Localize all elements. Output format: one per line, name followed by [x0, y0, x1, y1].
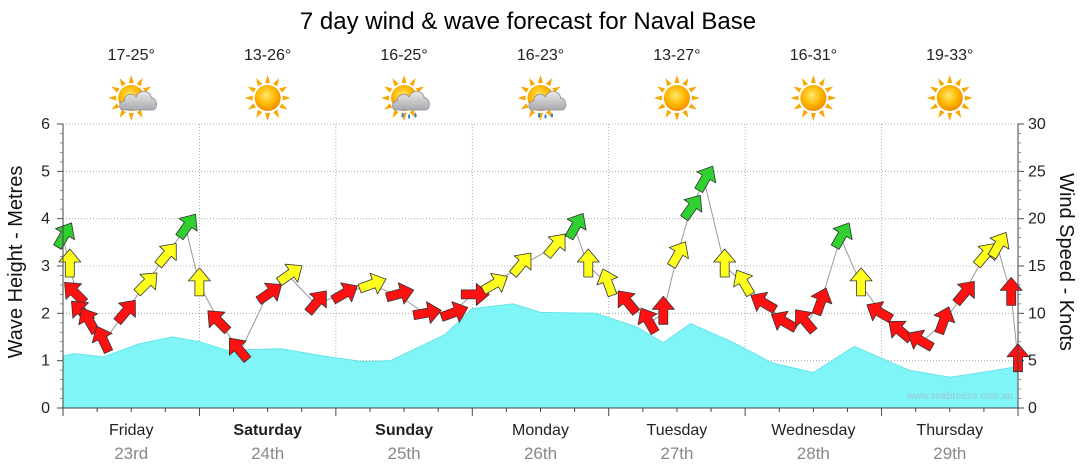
wind-arrow: [907, 329, 935, 352]
right-axis-title: Wind Speed - Knots: [1055, 173, 1077, 351]
wind-arrow: [276, 263, 303, 286]
wind-arrow: [795, 309, 818, 335]
wind-arrow: [357, 272, 387, 295]
wind-arrow: [866, 301, 894, 324]
day-date: 27th: [660, 444, 693, 463]
wind-arrow: [999, 276, 1023, 306]
wind-arrow: [330, 282, 358, 305]
daily-forecast-header: 17-25° 13-26° 16-25° 16-23° 13-27° 16-31° 19-3…: [108, 47, 973, 121]
wind-arrow: [733, 269, 755, 298]
axes: 0 1 2 3 4 5 6 0 5 10 15 20 25 30 Friday 23rd Saturday 24t…: [41, 116, 1046, 463]
wind-arrow: [933, 306, 956, 336]
wind-arrow: [53, 222, 75, 250]
right-tick-label: 15: [1028, 258, 1046, 275]
day-name: Sunday: [375, 422, 433, 439]
wind-arrow: [133, 272, 158, 297]
wind-arrow: [229, 337, 252, 363]
wind-arrow: [952, 280, 975, 307]
wave-height-area: [62, 303, 1019, 409]
temperature-range: 13-26°: [244, 47, 291, 64]
credit-text: www.seabreeze.com.au: [906, 391, 1013, 402]
day-name: Saturday: [233, 422, 302, 439]
right-tick-label: 25: [1028, 163, 1046, 180]
temperature-range: 16-23°: [517, 47, 564, 64]
wind-arrow: [91, 325, 114, 354]
wind-arrow: [207, 310, 232, 335]
left-tick-label: 3: [41, 258, 50, 275]
wind-arrow: [637, 307, 660, 335]
wind-arrow: [58, 248, 82, 278]
wind-arrows: [53, 165, 1030, 373]
wind-arrow: [617, 290, 641, 316]
right-tick-label: 10: [1028, 305, 1046, 322]
temperature-range: 16-25°: [380, 47, 427, 64]
left-tick-label: 0: [41, 400, 50, 417]
left-tick-label: 4: [41, 211, 50, 228]
wind-arrow: [830, 222, 853, 250]
temperature-range: 16-31°: [790, 47, 837, 64]
left-axis-title: Wave Height - Metres: [5, 166, 27, 359]
wind-arrow: [543, 233, 566, 259]
wind-arrow: [439, 301, 469, 323]
wind-arrow: [667, 241, 689, 269]
day-name: Tuesday: [647, 422, 708, 439]
wind-arrow: [255, 282, 282, 305]
wind-arrow: [849, 267, 873, 297]
wind-arrow: [576, 248, 600, 278]
right-tick-label: 20: [1028, 211, 1046, 228]
wind-arrow: [987, 231, 1010, 260]
wind-arrow: [694, 165, 717, 193]
right-tick-label: 5: [1028, 353, 1037, 370]
wind-arrow: [750, 291, 778, 314]
wind-arrow: [564, 212, 587, 241]
left-tick-label: 2: [41, 305, 50, 322]
day-date: 26th: [524, 444, 557, 463]
wind-arrow: [304, 290, 327, 316]
day-date: 23rd: [114, 444, 148, 463]
wind-arrow: [412, 301, 442, 324]
wind-arrow: [175, 213, 198, 241]
wind-arrow: [480, 272, 508, 295]
wind-arrow: [770, 310, 799, 333]
wind-arrow: [596, 268, 619, 298]
right-tick-label: 30: [1028, 116, 1046, 133]
chart-title: 7 day wind & wave forecast for Naval Bas…: [300, 8, 756, 35]
day-date: 28th: [797, 444, 830, 463]
day-date: 29th: [933, 444, 966, 463]
wind-arrow: [680, 194, 703, 222]
right-tick-label: 0: [1028, 400, 1037, 417]
wind-arrow: [810, 287, 833, 317]
wind-arrow: [187, 267, 211, 297]
left-tick-label: 6: [41, 116, 50, 133]
wind-arrow: [651, 295, 675, 325]
left-tick-label: 5: [41, 163, 50, 180]
temperature-range: 13-27°: [653, 47, 700, 64]
wind-arrow: [113, 299, 136, 326]
day-name: Friday: [109, 422, 153, 439]
temperature-range: 19-33°: [926, 47, 973, 64]
left-tick-label: 1: [41, 353, 50, 370]
wind-arrow: [509, 252, 532, 278]
temperature-range: 17-25°: [108, 47, 155, 64]
day-name: Thursday: [916, 422, 983, 439]
wind-arrow: [972, 243, 996, 269]
wind-arrow: [713, 248, 737, 278]
wind-arrow: [385, 282, 415, 305]
day-name: Monday: [512, 422, 569, 439]
day-date: 25th: [388, 444, 421, 463]
wind-arrow: [154, 243, 177, 269]
day-date: 24th: [251, 444, 284, 463]
plot-area: www.seabreeze.com.au: [53, 123, 1030, 409]
day-name: Wednesday: [771, 422, 855, 439]
